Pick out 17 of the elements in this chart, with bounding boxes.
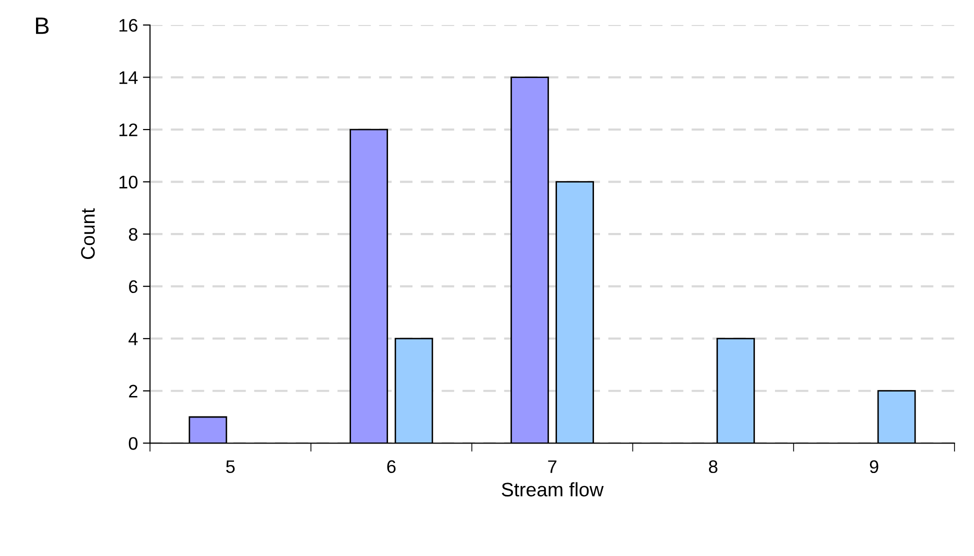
y-tick-label: 8 bbox=[128, 228, 138, 241]
y-tick-label: 4 bbox=[128, 332, 138, 346]
y-tick-label: 16 bbox=[119, 18, 138, 32]
x-axis-title: Stream flow bbox=[502, 482, 604, 496]
y-tick-label: 0 bbox=[128, 437, 138, 450]
x-tick-label: 9 bbox=[870, 460, 878, 474]
y-tick-label: 14 bbox=[119, 71, 138, 84]
x-tick-label: 6 bbox=[387, 460, 396, 474]
y-tick-label: 6 bbox=[129, 280, 138, 294]
text: B bbox=[36, 18, 49, 34]
x-tick-label: 7 bbox=[548, 460, 556, 473]
x-tick-label: 5 bbox=[226, 460, 235, 474]
y-tick-label: 10 bbox=[119, 176, 138, 189]
y-tick-label: 12 bbox=[119, 123, 138, 136]
y-tick-label: 2 bbox=[129, 384, 138, 398]
y-axis-title: Count bbox=[81, 208, 95, 260]
x-tick-label: 8 bbox=[708, 460, 718, 474]
